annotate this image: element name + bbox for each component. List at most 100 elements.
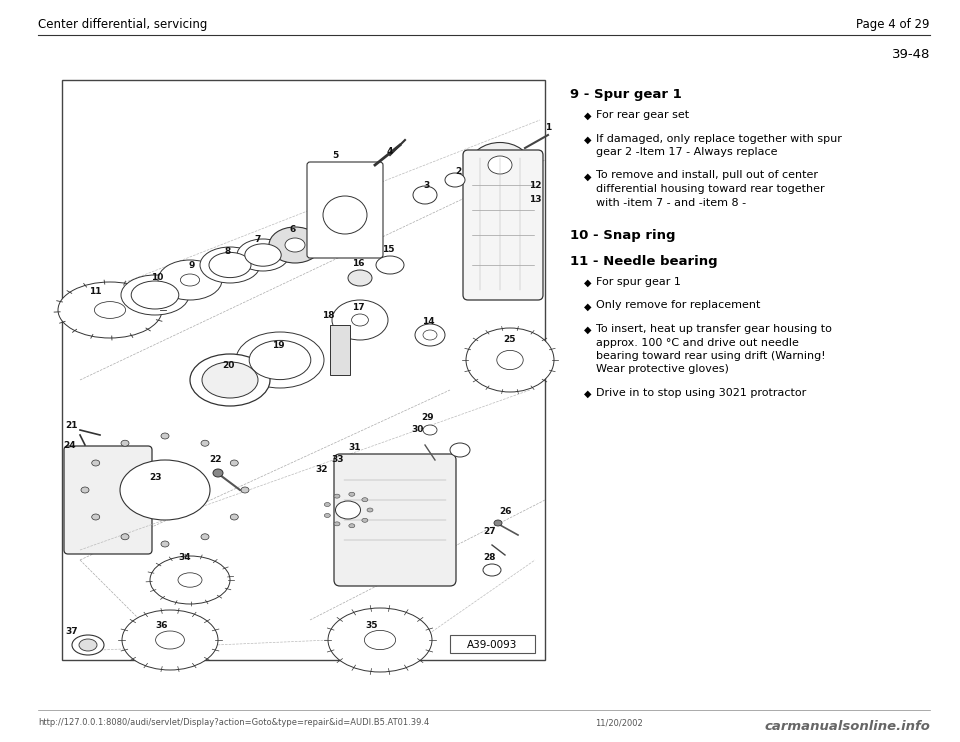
- Text: 26: 26: [499, 508, 512, 516]
- Text: 34: 34: [179, 554, 191, 562]
- Text: 9: 9: [189, 260, 195, 269]
- Ellipse shape: [81, 487, 89, 493]
- Ellipse shape: [332, 300, 388, 340]
- Ellipse shape: [488, 156, 512, 174]
- Text: 24: 24: [63, 441, 76, 450]
- Ellipse shape: [58, 282, 162, 338]
- Text: 20: 20: [222, 361, 234, 370]
- Ellipse shape: [121, 533, 129, 539]
- Ellipse shape: [351, 314, 369, 326]
- Ellipse shape: [94, 301, 126, 318]
- Text: differential housing toward rear together: differential housing toward rear togethe…: [596, 184, 825, 194]
- FancyBboxPatch shape: [463, 150, 543, 300]
- Ellipse shape: [483, 564, 501, 576]
- Text: 11: 11: [88, 287, 101, 297]
- Text: 35: 35: [366, 620, 378, 629]
- Ellipse shape: [285, 238, 305, 252]
- Ellipse shape: [241, 487, 249, 493]
- Ellipse shape: [180, 274, 200, 286]
- Text: 6: 6: [290, 226, 296, 234]
- Text: If damaged, only replace together with spur: If damaged, only replace together with s…: [596, 134, 842, 143]
- Ellipse shape: [324, 502, 330, 507]
- Ellipse shape: [250, 341, 311, 380]
- Text: approx. 100 °C and drive out needle: approx. 100 °C and drive out needle: [596, 338, 799, 347]
- Ellipse shape: [121, 440, 129, 446]
- Text: 37: 37: [65, 628, 79, 637]
- Text: 13: 13: [529, 195, 541, 205]
- Text: 5: 5: [332, 151, 338, 160]
- Text: ◆: ◆: [584, 134, 591, 145]
- Bar: [62, 80, 545, 660]
- Text: ◆: ◆: [584, 325, 591, 335]
- Text: 32: 32: [316, 465, 328, 474]
- Ellipse shape: [161, 541, 169, 547]
- Ellipse shape: [494, 520, 502, 526]
- Ellipse shape: [92, 460, 100, 466]
- Text: For spur gear 1: For spur gear 1: [596, 277, 681, 287]
- Bar: [450, 635, 535, 653]
- Text: 36: 36: [156, 620, 168, 629]
- Text: ◆: ◆: [584, 111, 591, 121]
- Text: ◆: ◆: [584, 171, 591, 182]
- Text: 22: 22: [208, 456, 221, 464]
- Ellipse shape: [122, 610, 218, 670]
- Ellipse shape: [92, 514, 100, 520]
- Text: 30: 30: [412, 425, 424, 435]
- Text: 2: 2: [455, 168, 461, 177]
- Text: 11 - Needle bearing: 11 - Needle bearing: [570, 255, 718, 268]
- Text: 3: 3: [424, 180, 430, 189]
- Text: 28: 28: [484, 554, 496, 562]
- Text: 14: 14: [421, 318, 434, 326]
- Ellipse shape: [348, 492, 355, 496]
- Text: Center differential, servicing: Center differential, servicing: [38, 18, 207, 31]
- Text: To remove and install, pull out of center: To remove and install, pull out of cente…: [596, 171, 818, 180]
- Ellipse shape: [497, 350, 523, 370]
- Text: 12: 12: [529, 180, 541, 189]
- Ellipse shape: [132, 281, 179, 309]
- Ellipse shape: [120, 460, 210, 520]
- Ellipse shape: [201, 440, 209, 446]
- Text: 4: 4: [387, 148, 394, 157]
- Text: carmanualsonline.info: carmanualsonline.info: [764, 720, 930, 733]
- Text: 1: 1: [545, 123, 551, 133]
- Text: ◆: ◆: [584, 278, 591, 288]
- Text: 9 - Spur gear 1: 9 - Spur gear 1: [570, 88, 682, 101]
- Ellipse shape: [230, 514, 238, 520]
- Text: gear 2 -Item 17 - Always replace: gear 2 -Item 17 - Always replace: [596, 147, 778, 157]
- Text: 16: 16: [351, 260, 364, 269]
- Ellipse shape: [213, 469, 223, 477]
- Ellipse shape: [362, 518, 368, 522]
- Text: 27: 27: [484, 528, 496, 536]
- FancyBboxPatch shape: [64, 446, 152, 554]
- Ellipse shape: [334, 494, 340, 498]
- Ellipse shape: [237, 239, 289, 271]
- Ellipse shape: [156, 631, 184, 649]
- Text: 21: 21: [65, 421, 79, 430]
- Ellipse shape: [121, 275, 189, 315]
- Ellipse shape: [161, 433, 169, 439]
- FancyBboxPatch shape: [307, 162, 383, 258]
- Ellipse shape: [150, 556, 230, 604]
- Text: Only remove for replacement: Only remove for replacement: [596, 301, 760, 310]
- Text: 39-48: 39-48: [892, 48, 930, 61]
- Text: 7: 7: [254, 235, 261, 245]
- Text: Page 4 of 29: Page 4 of 29: [856, 18, 930, 31]
- Text: For rear gear set: For rear gear set: [596, 110, 689, 120]
- Ellipse shape: [348, 270, 372, 286]
- Ellipse shape: [413, 186, 437, 204]
- Ellipse shape: [324, 513, 330, 517]
- Ellipse shape: [362, 498, 368, 502]
- Ellipse shape: [445, 173, 465, 187]
- Text: A39-0093: A39-0093: [467, 640, 517, 650]
- Ellipse shape: [450, 443, 470, 457]
- Ellipse shape: [470, 142, 530, 188]
- Ellipse shape: [178, 573, 202, 587]
- Text: 25: 25: [504, 335, 516, 344]
- Text: http://127.0.0.1:8080/audi/servlet/Display?action=Goto&type=repair&id=AUDI.B5.AT: http://127.0.0.1:8080/audi/servlet/Displ…: [38, 718, 429, 727]
- Text: 8: 8: [225, 248, 231, 257]
- Ellipse shape: [415, 324, 445, 346]
- Ellipse shape: [365, 631, 396, 649]
- Ellipse shape: [328, 608, 432, 672]
- Text: bearing toward rear using drift (Warning!: bearing toward rear using drift (Warning…: [596, 351, 826, 361]
- Ellipse shape: [201, 533, 209, 539]
